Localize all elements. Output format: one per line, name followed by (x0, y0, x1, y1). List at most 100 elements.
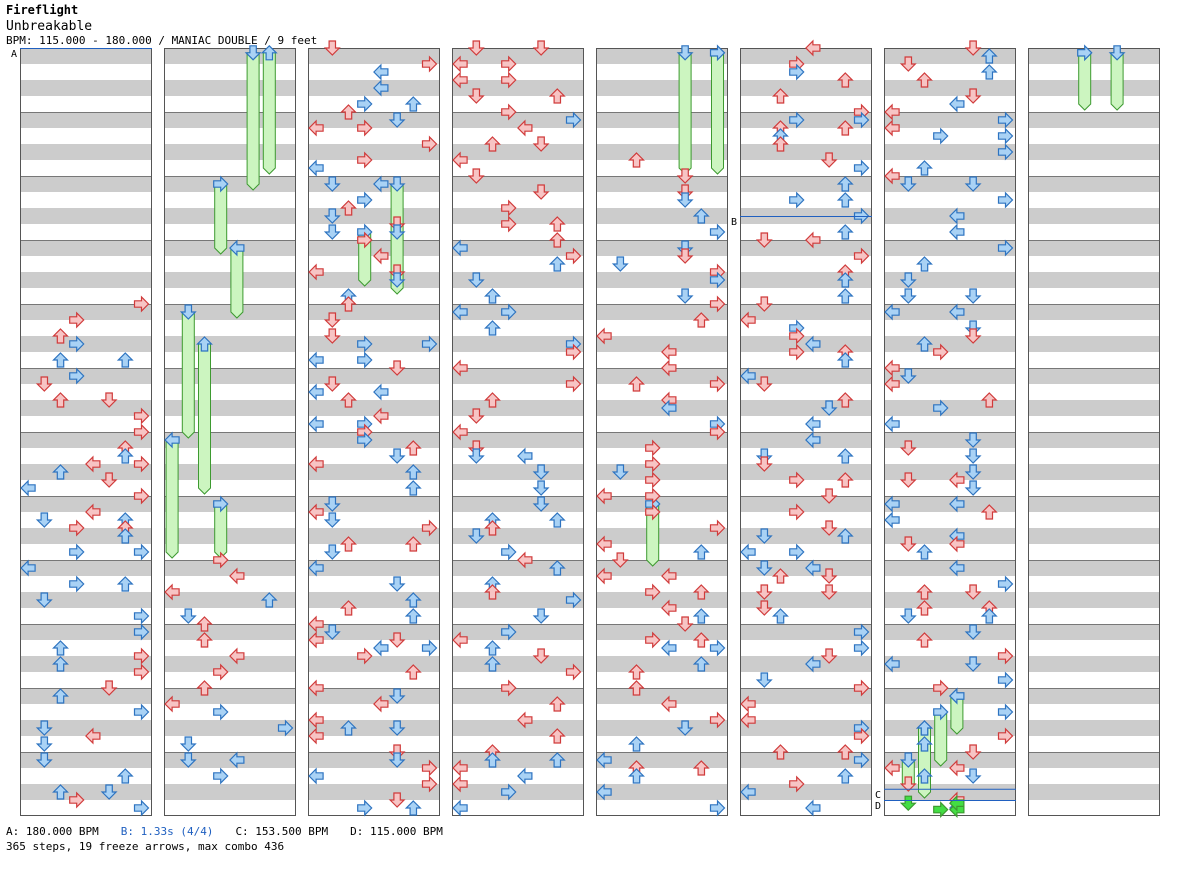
beat-stripe (1028, 400, 1160, 416)
beat-stripe (164, 528, 296, 544)
chart-column (740, 48, 872, 816)
beat-stripe (308, 752, 440, 768)
beat-stripe (1028, 80, 1160, 96)
chart-column (308, 48, 440, 816)
beat-stripe (452, 496, 584, 512)
beat-stripe (596, 560, 728, 576)
beat-stripe (20, 144, 152, 160)
beat-stripe (20, 432, 152, 448)
beat-stripe (1028, 624, 1160, 640)
beat-stripe (20, 272, 152, 288)
beat-stripe (164, 304, 296, 320)
beat-stripe (164, 144, 296, 160)
beat-stripe (740, 688, 872, 704)
beat-stripe (452, 304, 584, 320)
beat-stripe (1028, 752, 1160, 768)
freeze-arrow (934, 711, 948, 767)
beat-stripe (740, 720, 872, 736)
beat-stripe (308, 624, 440, 640)
freeze-arrow (230, 247, 244, 319)
beat-stripe (164, 368, 296, 384)
bpm-legend: A: 180.000 BPM B: 1.33s (4/4) C: 153.500 B… (6, 825, 465, 838)
beat-stripe (308, 48, 440, 64)
beat-stripe (740, 496, 872, 512)
song-artist: Unbreakable (6, 19, 93, 34)
beat-stripe (884, 656, 1016, 672)
beat-stripe (20, 656, 152, 672)
beat-stripe (884, 624, 1016, 640)
beat-stripe (308, 240, 440, 256)
freeze-arrow (1078, 52, 1092, 111)
song-title: Fireflight (6, 3, 79, 17)
beat-stripe (884, 144, 1016, 160)
beat-stripe (20, 304, 152, 320)
beat-stripe (596, 432, 728, 448)
beat-stripe (164, 400, 296, 416)
beat-stripe (884, 112, 1016, 128)
beat-stripe (1028, 112, 1160, 128)
chart-column (452, 48, 584, 816)
beat-stripe (1028, 48, 1160, 64)
beat-stripe (596, 688, 728, 704)
freeze-arrow (246, 52, 260, 191)
chart-column (884, 48, 1016, 816)
beat-stripe (164, 688, 296, 704)
bpm-marker-label: A (11, 49, 17, 60)
beat-stripe (20, 528, 152, 544)
beat-stripe (1028, 528, 1160, 544)
beat-stripe (164, 592, 296, 608)
beat-stripe (596, 752, 728, 768)
beat-stripe (884, 432, 1016, 448)
beat-stripe (20, 400, 152, 416)
beat-stripe (452, 176, 584, 192)
beat-stripe (884, 336, 1016, 352)
beat-stripe (308, 144, 440, 160)
beat-stripe (740, 784, 872, 800)
beat-stripe (596, 720, 728, 736)
beat-stripe (452, 624, 584, 640)
beat-stripe (20, 208, 152, 224)
beat-stripe (20, 336, 152, 352)
beat-stripe (452, 688, 584, 704)
beat-stripe (596, 496, 728, 512)
beat-stripe (20, 560, 152, 576)
beat-stripe (452, 784, 584, 800)
beat-stripe (884, 592, 1016, 608)
beat-stripe (884, 400, 1016, 416)
beat-stripe (164, 784, 296, 800)
legend-c: C: 153.500 BPM (235, 825, 329, 838)
freeze-arrow (214, 183, 228, 255)
beat-stripe (308, 336, 440, 352)
beat-stripe (884, 368, 1016, 384)
beat-stripe (164, 624, 296, 640)
beat-stripe (596, 656, 728, 672)
bpm-marker-label: B (731, 217, 737, 228)
beat-stripe (740, 144, 872, 160)
beat-stripe (164, 272, 296, 288)
beat-stripe (452, 656, 584, 672)
beat-stripe (596, 592, 728, 608)
column-border (1028, 48, 1160, 816)
beat-stripe (884, 48, 1016, 64)
beat-stripe (308, 496, 440, 512)
beat-stripe (164, 80, 296, 96)
beat-stripe (1028, 496, 1160, 512)
beat-stripe (740, 304, 872, 320)
beat-stripe (164, 656, 296, 672)
beat-stripe (452, 144, 584, 160)
chart-info: BPM: 115.000 - 180.000 / MANIAC DOUBLE /… (6, 34, 318, 47)
beat-stripe (452, 560, 584, 576)
beat-stripe (596, 272, 728, 288)
beat-stripe (452, 240, 584, 256)
beat-stripe (884, 784, 1016, 800)
beat-stripe (20, 592, 152, 608)
beat-stripe (452, 752, 584, 768)
beat-stripe (20, 464, 152, 480)
beat-stripe (740, 752, 872, 768)
beat-stripe (596, 784, 728, 800)
beat-stripe (308, 528, 440, 544)
beat-stripe (452, 80, 584, 96)
beat-stripe (452, 432, 584, 448)
beat-stripe (308, 464, 440, 480)
beat-stripe (308, 560, 440, 576)
